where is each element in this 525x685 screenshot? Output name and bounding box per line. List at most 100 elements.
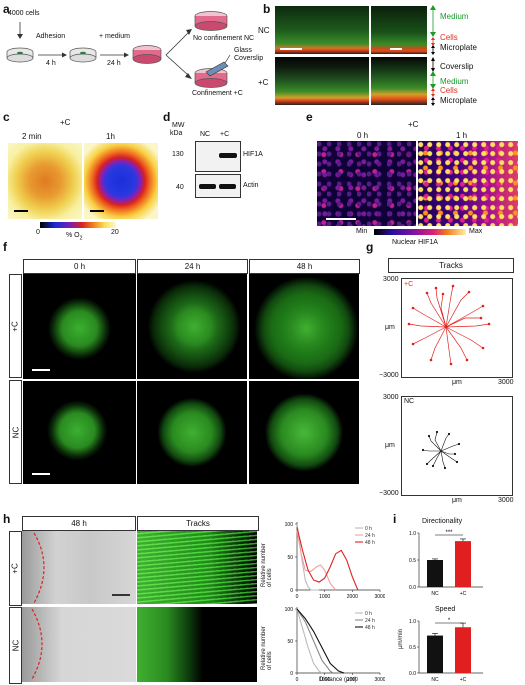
scale-bar [14,210,28,212]
cells-count-label: 4000 cells [8,10,40,17]
brightfield-nc [22,607,136,682]
h-xlabel: Distance (μm) [319,677,357,683]
x-unit-nc: μm [452,497,462,504]
scale-bar [280,48,302,50]
significance-label: *** [445,530,453,536]
no-confinement-label: No confinement NC [193,35,255,42]
invasion-front-markers [31,532,130,680]
actin-label: Actin [243,182,259,189]
hif1a-label: HIF1A [243,151,263,158]
directionality-title: Directionality [422,518,463,525]
scale-bar [32,369,50,371]
spheroid-c-0h [23,274,136,379]
tracks-image-c [137,531,257,604]
time-2min-label: 2 min [22,132,42,141]
h-row-c: +C [9,531,22,606]
y-tick-label: 100 [285,607,294,613]
bar-+C [455,541,471,587]
y-tick-bot-c: −3000 [379,372,399,379]
x-tick-label: 2000 [347,677,358,683]
category-label: +C [460,677,467,683]
panel-label-a: a [3,2,10,16]
actin-band-nc [199,184,216,189]
panel-c-title: +C [60,118,71,127]
series-line-0h [296,523,320,591]
y-tick-label: 1.0 [409,619,416,625]
legend-label: 48 h [365,625,375,631]
y-tick-label: 1.0 [409,531,416,537]
tracks-c-svg [407,284,491,366]
bar-+C [455,627,471,673]
h-ylabel-c: Relative number of cells [261,543,273,587]
hif1a-band [219,153,237,158]
h-row-nc: NC [9,607,22,684]
x-tick-label: 2000 [347,594,358,600]
panel-label-e: e [306,110,313,124]
confinement-label: Confinement +C [192,90,243,97]
actin-blot [195,174,241,198]
panel-label-f: f [3,240,7,254]
col-header-48h: 48 h [249,259,360,274]
c-cross-section-image [275,57,369,105]
scale-bar [326,218,356,220]
y-tick-label: 50 [287,639,293,645]
legend-label: 24 h [365,618,375,624]
speed-ylabel: μm/min [398,629,404,649]
spheroid-nc-24h [137,381,247,484]
panel-label-c: c [3,110,10,124]
x-unit-c: μm [452,379,462,386]
row-header-c: +C [9,274,22,378]
y-tick-label: 0.0 [409,585,416,591]
tracks-image-nc [137,607,257,682]
bar-NC [427,635,443,673]
medium-time-label: 24 h [107,60,121,67]
actin-band-c [219,184,236,189]
y-tick-label: 50 [287,555,293,561]
directionality-chart: 0.0 0.5 1.0 NC +C *** [409,530,483,597]
spheroid-nc-48h [249,381,359,484]
microplate-layer-label-2: Microplate [440,96,477,105]
x-tick-label: 1000 [319,677,330,683]
x-tick-label: 3000 [374,677,385,683]
scale-bar [32,473,50,475]
panel-b-layer-arrows [430,5,436,106]
kda-label: kDa [170,130,183,137]
col-header-24h: 24 h [137,259,248,274]
panel-label-b: b [263,2,271,16]
panel-label-g: g [366,240,374,254]
tracks-nc-label: NC [404,398,415,405]
colorbar-max: 20 [111,229,119,236]
x-tick-label: 3000 [374,594,385,600]
coverslip-label: Coverslip [234,55,264,62]
scale-bar [90,210,104,212]
tracks-header: Tracks [388,258,514,273]
category-label: +C [460,591,467,597]
tracks-plot-c [401,278,513,378]
h-header-48h: 48 h [22,516,136,531]
colorbar-min: 0 [36,229,40,236]
y-tick-label: 0 [290,588,293,594]
marker-130: 130 [172,151,184,158]
legend-label: 48 h [365,540,375,546]
lane-nc-label: NC [200,131,211,138]
series-line-24h [296,608,334,674]
cells-layer-label: Cells [440,33,458,42]
hif1a-image-1h [418,141,518,226]
c-zoom-image [371,57,427,105]
bar-NC [427,560,443,587]
tracks-c-label: +C [404,281,414,288]
time-0h-label: 0 h [357,131,369,140]
medium-layer-label: Medium [440,12,469,21]
significance-label: * [448,618,451,624]
colorbar-label-e: Nuclear HIF1A [392,239,438,246]
microplate-layer-label: Microplate [440,43,477,52]
spheroid-nc-0h [23,381,136,484]
adhesion-label: Adhesion [36,33,66,40]
x-tick-c: 3000 [498,379,514,386]
adhesion-time-label: 4 h [46,60,56,67]
tracks-nc-svg [421,430,461,470]
scale-bar [390,48,402,50]
tracks-plot-nc [401,396,513,496]
time-1h-label: 1h [106,132,115,141]
